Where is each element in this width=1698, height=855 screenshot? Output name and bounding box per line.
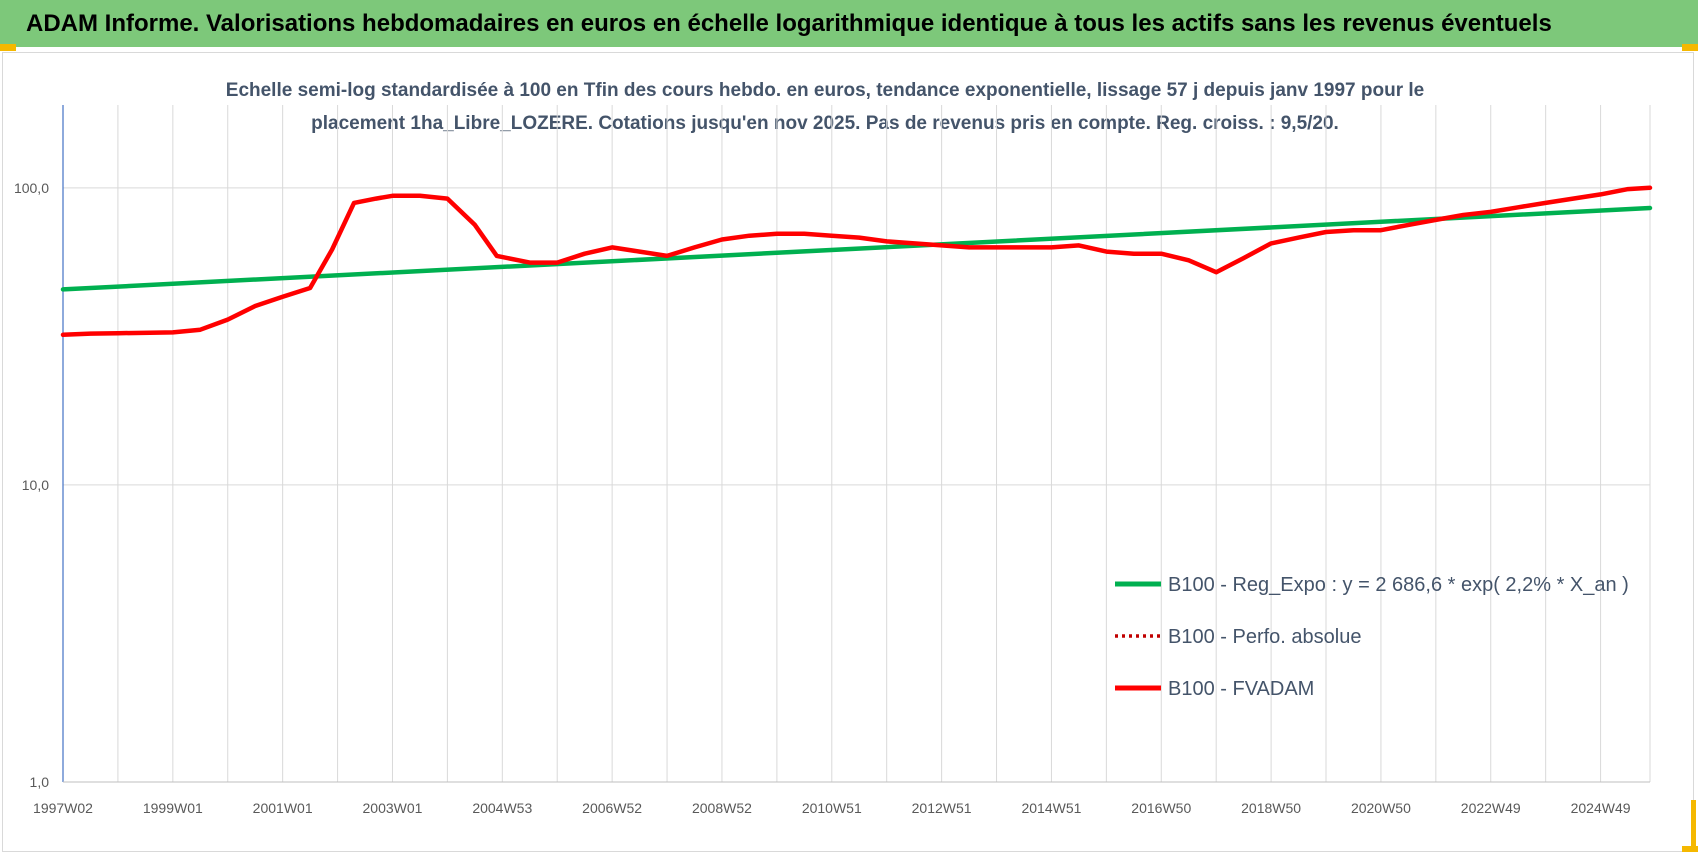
chart-subtitle-line-2: placement 1ha_Libre_LOZERE. Cotations ju… xyxy=(311,113,1339,134)
x-tick-label: 2010W51 xyxy=(802,800,862,816)
x-tick-label: 2020W50 xyxy=(1351,800,1411,816)
x-tick-label: 2014W51 xyxy=(1021,800,1081,816)
x-tick-label: 2008W52 xyxy=(692,800,752,816)
x-tick-label: 2004W53 xyxy=(472,800,532,816)
x-tick-label: 2012W51 xyxy=(912,800,972,816)
corner-mark-bottom-right-horizontal xyxy=(1682,846,1698,852)
y-tick-label: 100,0 xyxy=(14,180,49,196)
corner-mark-top-right xyxy=(1682,44,1698,51)
legend-label-1: B100 - Perfo. absolue xyxy=(1168,626,1361,648)
corner-mark-bottom-right-vertical xyxy=(1691,800,1696,850)
x-tick-label: 2001W01 xyxy=(253,800,313,816)
x-tick-label: 1997W02 xyxy=(33,800,93,816)
chart-frame xyxy=(2,52,1694,852)
legend-label-2: B100 - FVADAM xyxy=(1168,678,1314,700)
series-line-0 xyxy=(60,205,1653,292)
grid-layer xyxy=(62,105,1651,783)
x-tick-label: 1999W01 xyxy=(143,800,203,816)
series-layer xyxy=(60,185,1653,338)
x-tick-label: 2016W50 xyxy=(1131,800,1191,816)
axis-layer: 1,0 10,0 100,0 1997W02 1999W01 2001W01 2003W01… xyxy=(14,105,1650,816)
x-tick-label: 2024W49 xyxy=(1571,800,1631,816)
y-tick-label: 10,0 xyxy=(22,477,49,493)
corner-mark-top-left xyxy=(0,44,16,51)
x-tick-label: 2003W01 xyxy=(363,800,423,816)
legend-label-0: B100 - Reg_Expo : y = 2 686,6 * exp( 2,2… xyxy=(1168,574,1629,596)
x-tick-label: 2022W49 xyxy=(1461,800,1521,816)
y-tick-label: 1,0 xyxy=(30,774,50,790)
legend: B100 - Reg_Expo : y = 2 686,6 * exp( 2,2… xyxy=(1115,574,1629,700)
x-tick-label: 2018W50 xyxy=(1241,800,1301,816)
chart-banner-title: ADAM Informe. Valorisations hebdomadaire… xyxy=(0,0,1698,47)
series-line-2 xyxy=(60,185,1653,338)
chart-subtitle: Echelle semi-log standardisée à 100 en T… xyxy=(150,74,1500,140)
x-tick-label: 2006W52 xyxy=(582,800,642,816)
chart-subtitle-line-1: Echelle semi-log standardisée à 100 en T… xyxy=(225,80,1425,101)
